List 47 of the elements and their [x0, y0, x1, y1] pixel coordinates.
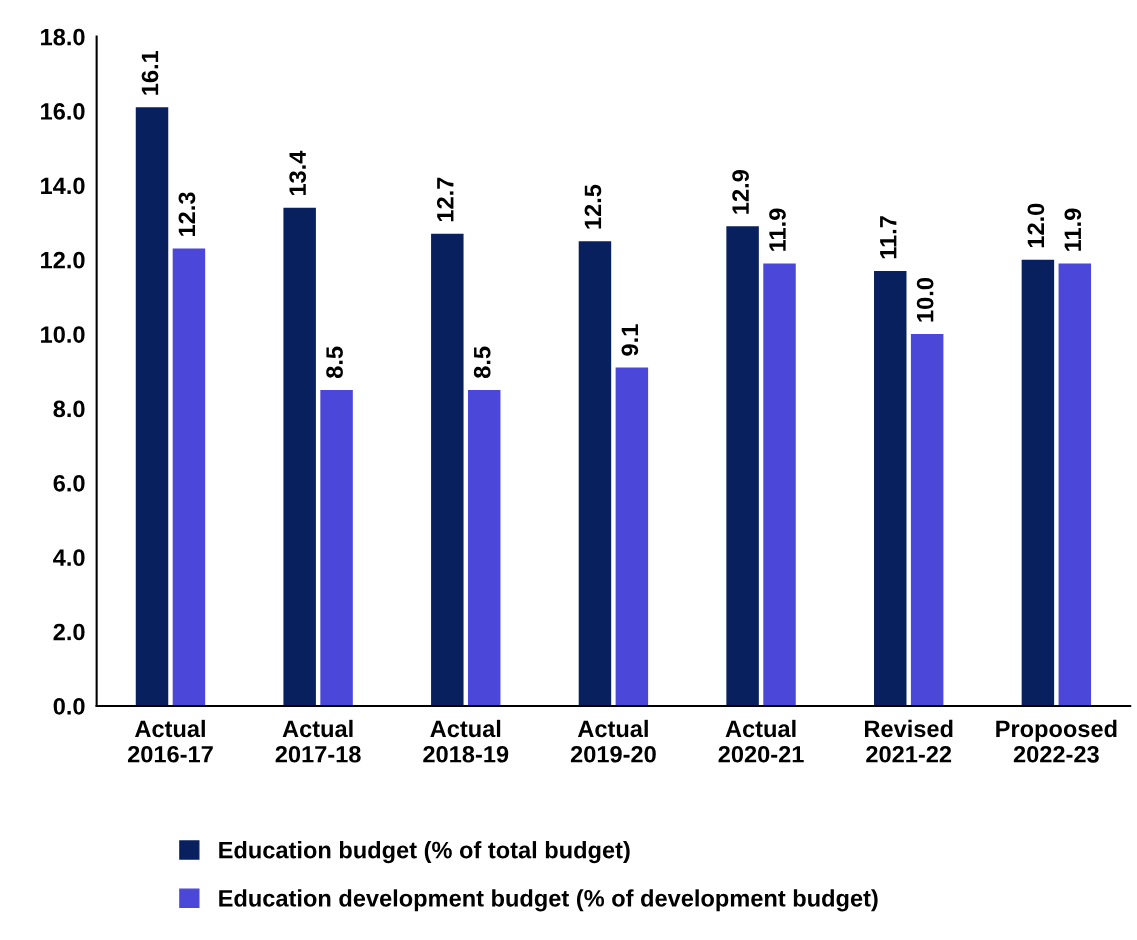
x-tick-label: Actual 2017-18 — [275, 719, 361, 763]
bar — [578, 241, 612, 706]
x-tick-label: Propoosed 2022-23 — [996, 719, 1117, 763]
y-tick-label: 12.0 — [41, 251, 85, 269]
data-label: 10.0 — [916, 278, 934, 322]
y-tick-label: 8.0 — [53, 400, 85, 418]
bar — [283, 207, 316, 706]
data-label: 13.4 — [289, 150, 307, 196]
y-tick-label: 10.0 — [41, 326, 85, 343]
data-label: 12.5 — [584, 184, 602, 229]
bar — [763, 263, 796, 706]
data-label: 12.3 — [178, 192, 196, 236]
y-tick-label: 6.0 — [53, 474, 85, 492]
y-tick-label: 14.0 — [41, 177, 85, 195]
data-label: 12.7 — [436, 177, 454, 222]
data-label: 16.1 — [141, 50, 159, 95]
y-tick-label: 2.0 — [53, 623, 85, 641]
bar — [172, 248, 206, 706]
bar — [910, 334, 944, 706]
x-tick-label: Actual 2019-20 — [570, 719, 656, 763]
data-label: 8.5 — [473, 346, 491, 379]
data-label: 11.9 — [769, 208, 786, 251]
bar — [874, 270, 907, 706]
x-tick-label: Actual 2016-17 — [127, 719, 213, 763]
y-tick-label: 16.0 — [41, 103, 85, 120]
data-label: 12.9 — [732, 170, 749, 214]
legend-label: Education budget (% of total budget) — [219, 841, 630, 864]
bar — [1058, 263, 1092, 706]
x-tick-label: Revised 2021-22 — [865, 719, 953, 763]
bar — [1021, 259, 1055, 706]
data-label: 8.5 — [326, 346, 343, 379]
y-tick-label: 4.0 — [53, 549, 85, 566]
bar — [431, 233, 464, 706]
x-tick-label: Actual 2020-21 — [718, 719, 804, 763]
data-label: 11.7 — [880, 216, 897, 259]
legend-label: Education development budget (% of development budget) — [219, 889, 878, 912]
data-label: 11.9 — [1064, 208, 1082, 251]
bar — [615, 367, 649, 706]
data-label: 12.0 — [1027, 203, 1045, 248]
bar — [320, 389, 353, 706]
x-tick-label: Actual 2018-19 — [423, 719, 509, 763]
y-tick-label: 0.0 — [53, 698, 85, 715]
bar — [467, 389, 501, 706]
y-tick-label: 18.0 — [41, 28, 85, 46]
bar — [726, 226, 759, 706]
data-label: 9.1 — [621, 324, 639, 356]
bar — [135, 107, 169, 706]
